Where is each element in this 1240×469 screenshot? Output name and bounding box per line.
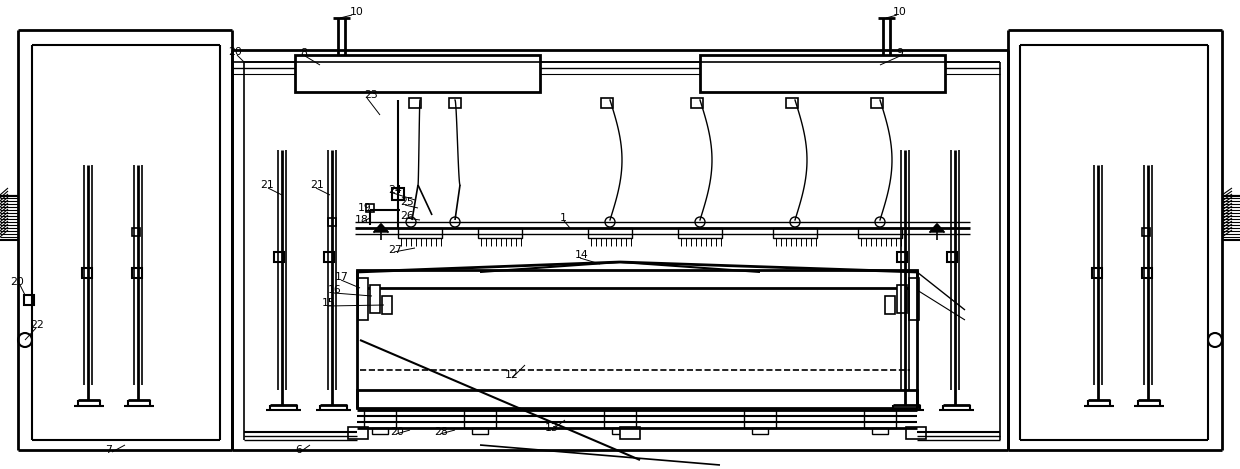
Bar bbox=[885, 296, 895, 314]
Bar bbox=[366, 204, 374, 212]
Text: 28: 28 bbox=[434, 427, 448, 437]
Bar bbox=[131, 268, 143, 278]
Circle shape bbox=[694, 217, 706, 227]
Text: 15: 15 bbox=[322, 298, 336, 308]
Circle shape bbox=[790, 217, 800, 227]
Bar bbox=[24, 295, 33, 305]
Text: 21: 21 bbox=[310, 180, 324, 190]
Text: 20: 20 bbox=[10, 277, 24, 287]
Circle shape bbox=[1208, 333, 1221, 347]
Bar bbox=[751, 428, 768, 434]
Text: 16: 16 bbox=[329, 285, 342, 295]
Bar bbox=[786, 98, 799, 108]
Circle shape bbox=[605, 217, 615, 227]
Bar bbox=[870, 98, 883, 108]
Bar bbox=[872, 428, 888, 434]
Text: 22: 22 bbox=[30, 320, 43, 330]
Text: 20: 20 bbox=[228, 47, 242, 57]
Circle shape bbox=[19, 333, 32, 347]
Text: 23: 23 bbox=[365, 90, 378, 100]
Bar bbox=[858, 228, 901, 238]
Text: 1: 1 bbox=[560, 213, 567, 223]
Polygon shape bbox=[930, 224, 944, 232]
Text: 10: 10 bbox=[893, 7, 906, 17]
Text: 24: 24 bbox=[388, 185, 402, 195]
Text: 12: 12 bbox=[505, 370, 518, 380]
Bar bbox=[691, 98, 703, 108]
Text: 13: 13 bbox=[546, 423, 559, 433]
Bar bbox=[701, 55, 945, 92]
Bar bbox=[909, 278, 919, 320]
Bar bbox=[358, 278, 368, 320]
Text: 19: 19 bbox=[358, 203, 372, 213]
Bar bbox=[1092, 268, 1102, 278]
Bar bbox=[324, 252, 334, 262]
Circle shape bbox=[405, 217, 415, 227]
Bar bbox=[744, 410, 776, 428]
Bar bbox=[477, 228, 522, 238]
Bar bbox=[588, 228, 632, 238]
Bar bbox=[464, 410, 496, 428]
Text: 6: 6 bbox=[295, 445, 301, 455]
Bar bbox=[357, 390, 918, 408]
Text: 20: 20 bbox=[391, 427, 404, 437]
Text: 21: 21 bbox=[260, 180, 274, 190]
Bar bbox=[601, 98, 613, 108]
Bar bbox=[773, 228, 817, 238]
Bar bbox=[613, 428, 627, 434]
Bar bbox=[678, 228, 722, 238]
Circle shape bbox=[450, 217, 460, 227]
Bar bbox=[472, 428, 489, 434]
Bar bbox=[409, 98, 422, 108]
Bar bbox=[897, 285, 906, 313]
Bar bbox=[620, 427, 640, 439]
Bar bbox=[357, 270, 918, 288]
Polygon shape bbox=[374, 224, 388, 232]
Bar bbox=[398, 228, 441, 238]
Text: 26: 26 bbox=[401, 211, 414, 221]
Bar bbox=[897, 252, 906, 262]
Text: 9: 9 bbox=[897, 48, 903, 58]
Text: 14: 14 bbox=[575, 250, 589, 260]
Circle shape bbox=[875, 217, 885, 227]
Bar bbox=[295, 55, 539, 92]
Bar bbox=[348, 427, 368, 439]
Bar bbox=[370, 285, 379, 313]
Bar bbox=[365, 410, 396, 428]
Bar bbox=[131, 228, 140, 236]
Text: 7: 7 bbox=[105, 445, 112, 455]
Text: 10: 10 bbox=[350, 7, 363, 17]
Text: 25: 25 bbox=[401, 197, 414, 207]
Bar bbox=[372, 428, 388, 434]
Bar bbox=[82, 268, 92, 278]
Text: 17: 17 bbox=[335, 272, 348, 282]
Bar bbox=[947, 252, 957, 262]
Bar bbox=[906, 427, 926, 439]
Bar bbox=[382, 296, 392, 314]
Bar bbox=[1142, 228, 1149, 236]
Bar bbox=[449, 98, 461, 108]
Bar bbox=[1142, 268, 1152, 278]
Bar bbox=[604, 410, 636, 428]
Text: 27: 27 bbox=[388, 245, 402, 255]
Text: 18: 18 bbox=[355, 215, 368, 225]
Bar bbox=[274, 252, 284, 262]
Text: 8: 8 bbox=[300, 48, 306, 58]
Bar bbox=[392, 188, 404, 200]
Bar bbox=[329, 218, 336, 226]
Bar bbox=[864, 410, 897, 428]
